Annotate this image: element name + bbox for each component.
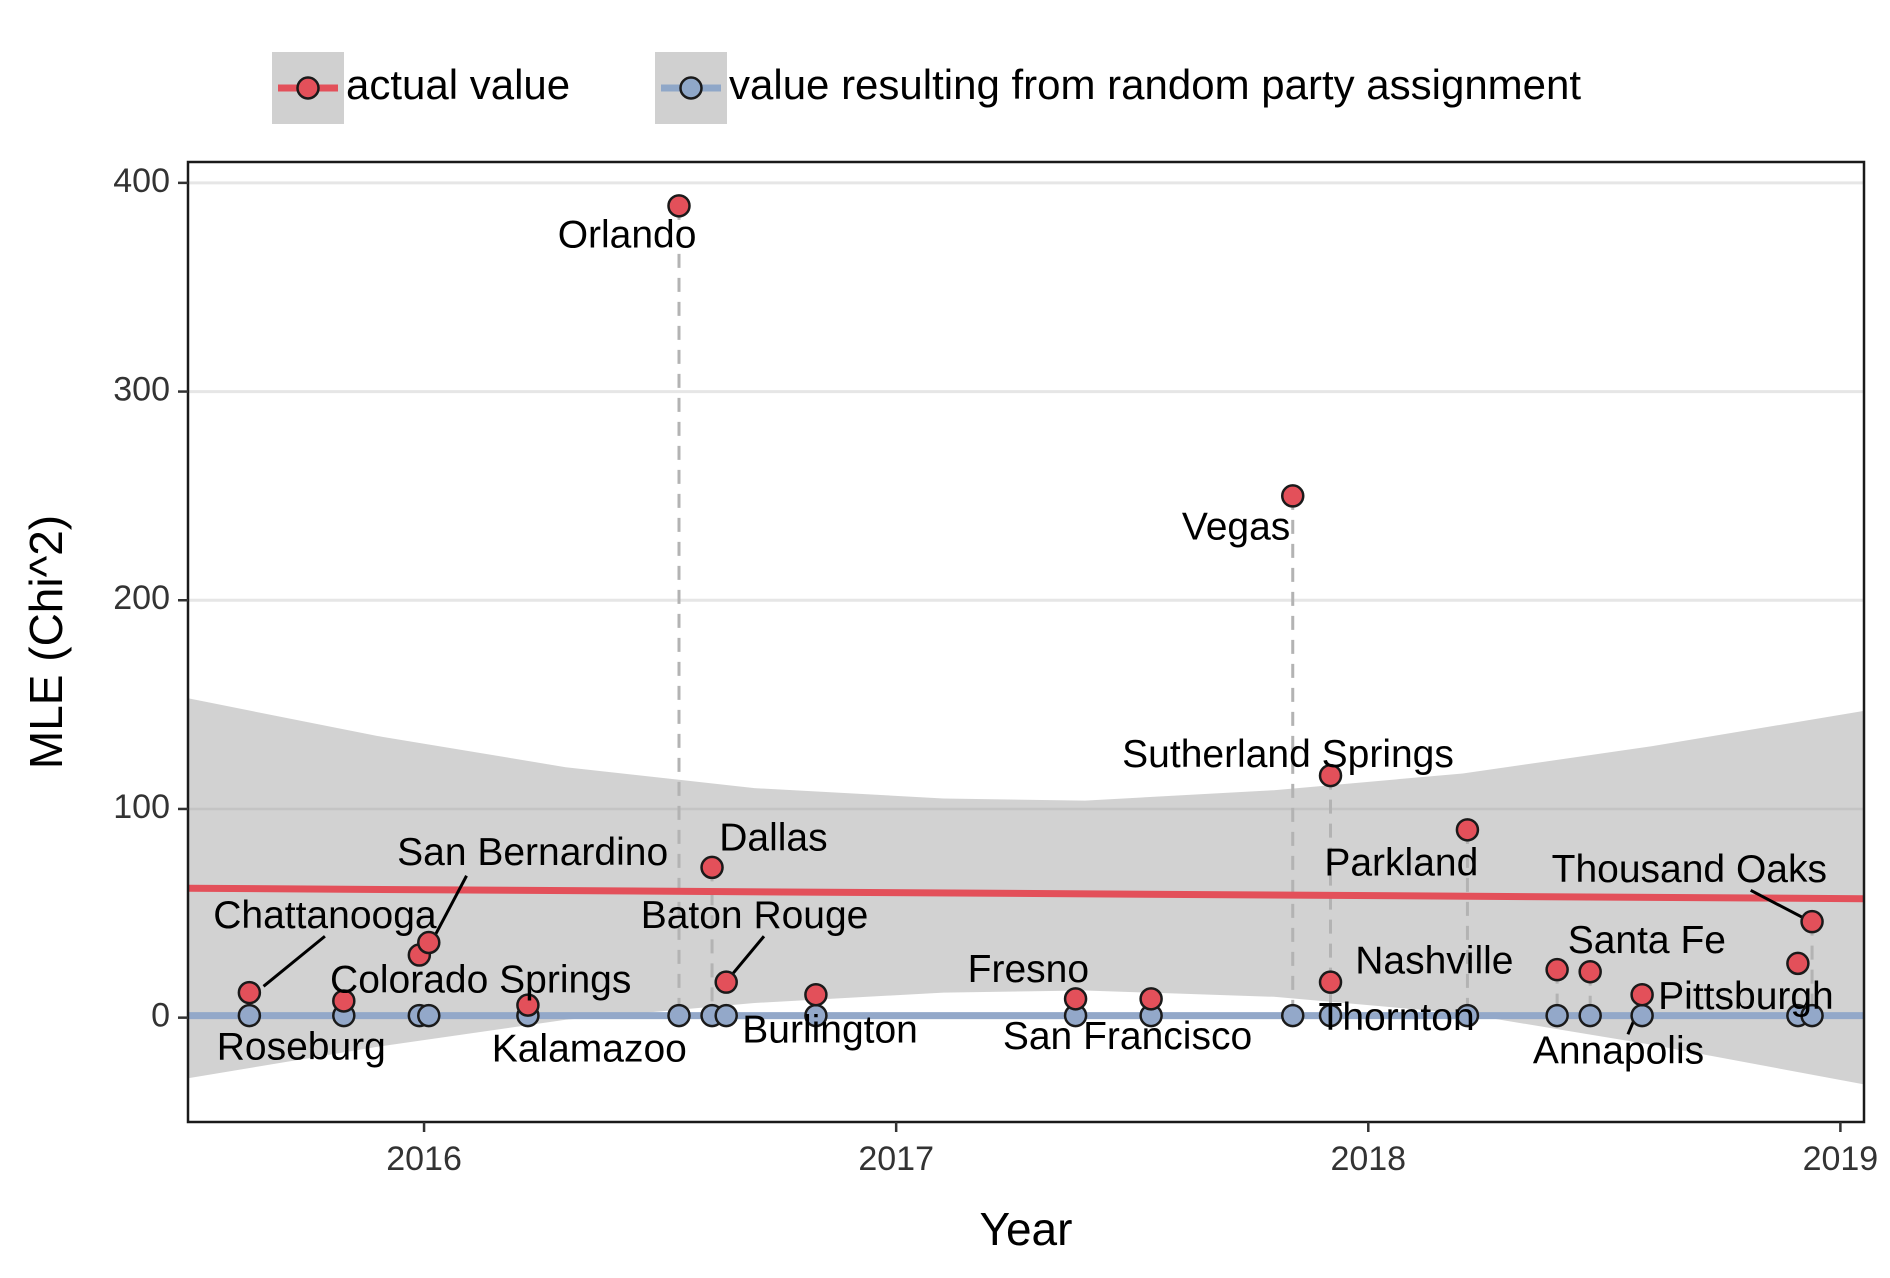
random-point-3 [417, 1003, 441, 1028]
x-tick-label-2016: 2016 [386, 1140, 462, 1178]
random-point-11 [1280, 1003, 1305, 1028]
actual-point-1 [332, 989, 356, 1013]
legend-key-point-0 [296, 76, 320, 100]
x-tick-label-2017: 2017 [858, 1140, 934, 1178]
y-tick-label-0: 0 [151, 997, 170, 1035]
x-tick-label-2019: 2019 [1803, 1140, 1879, 1178]
actual-point-18 [1786, 951, 1810, 976]
leader-line-1 [432, 875, 468, 940]
annotation-label-8: Chattanooga [213, 894, 437, 937]
random-point-18 [1800, 1003, 1824, 1028]
actual-point-11 [1280, 484, 1305, 508]
leader-line-0 [262, 935, 326, 988]
actual-point-4 [516, 993, 540, 1017]
annotation-label-16: San Francisco [1003, 1015, 1252, 1058]
legend: actual value value resulting from random … [272, 52, 1581, 124]
y-tick-label-400: 400 [113, 162, 170, 200]
actual-point-19 [1800, 909, 1824, 934]
legend-label-1: value resulting from random party assign… [729, 61, 1581, 108]
random-point-14 [1545, 1003, 1569, 1028]
annotation-label-2: Sutherland Springs [1122, 733, 1454, 776]
actual-point-14 [1455, 818, 1480, 842]
random-point-7 [714, 1003, 738, 1028]
annotation-label-17: Roseburg [217, 1025, 386, 1068]
leader-line-3 [1749, 889, 1804, 919]
actual-point-9 [1063, 987, 1088, 1011]
x-tick-label-2018: 2018 [1330, 1140, 1406, 1178]
y-tick-label-200: 200 [113, 579, 170, 617]
annotation-label-15: Burlington [742, 1009, 918, 1052]
annotation-label-0: Orlando [558, 213, 697, 256]
random-point-12 [1318, 1003, 1343, 1028]
leader-line-2 [729, 935, 766, 977]
annotation-label-10: Nashville [1355, 940, 1513, 983]
plot-area: Orlando Vegas Sutherland Springs Dallas San … [188, 181, 1864, 1085]
annotation-label-3: Dallas [719, 817, 827, 860]
actual-point-15 [1545, 957, 1569, 982]
random-point-15 [1578, 1003, 1602, 1028]
y-tick-label-100: 100 [113, 788, 170, 826]
annotation-label-12: Fresno [968, 948, 1089, 991]
annotation-label-11: Colorado Springs [330, 958, 631, 1001]
actual-point-17 [1630, 982, 1654, 1007]
actual-point-5 [667, 194, 691, 218]
actual-point-3 [417, 930, 441, 955]
trend-line-actual [188, 884, 1864, 903]
y-tick-label-300: 300 [113, 371, 170, 409]
actual-point-13 [1318, 970, 1343, 994]
random-point-0 [237, 1003, 262, 1028]
actual-point-12 [1318, 763, 1343, 788]
annotation-label-4: San Bernardino [397, 831, 668, 874]
annotation-label-19: Annapolis [1533, 1029, 1704, 1072]
y-axis-title: MLE (Chi^2) [20, 515, 72, 769]
panel-border [186, 160, 1866, 1124]
annotation-label-13: Pittsburgh [1658, 975, 1834, 1018]
annotation-label-1: Vegas [1182, 506, 1290, 549]
axes: 0 100 200 300 400 2016 2017 2018 2019 [113, 160, 1879, 1178]
actual-point-0 [237, 980, 262, 1005]
actual-point-10 [1139, 987, 1163, 1011]
legend-key-point-1 [679, 76, 703, 100]
annotation-label-14: Thornton [1319, 996, 1475, 1039]
actual-point-6 [700, 855, 724, 880]
actual-point-16 [1578, 959, 1602, 984]
plot-inner [188, 181, 1864, 1085]
annotation-label-18: Kalamazoo [492, 1027, 687, 1070]
random-point-16 [1630, 1003, 1654, 1028]
legend-label-0: actual value [346, 61, 570, 108]
actual-point-8 [804, 982, 828, 1007]
actual-point-7 [714, 970, 738, 994]
annotation-label-7: Baton Rouge [641, 894, 869, 937]
x-axis-title: Year [980, 1203, 1073, 1255]
annotation-label-6: Thousand Oaks [1552, 848, 1827, 891]
annotation-label-5: Parkland [1324, 842, 1478, 885]
random-point-13 [1455, 1003, 1480, 1028]
random-point-5 [667, 1003, 691, 1028]
annotation-label-9: Santa Fe [1568, 919, 1726, 962]
